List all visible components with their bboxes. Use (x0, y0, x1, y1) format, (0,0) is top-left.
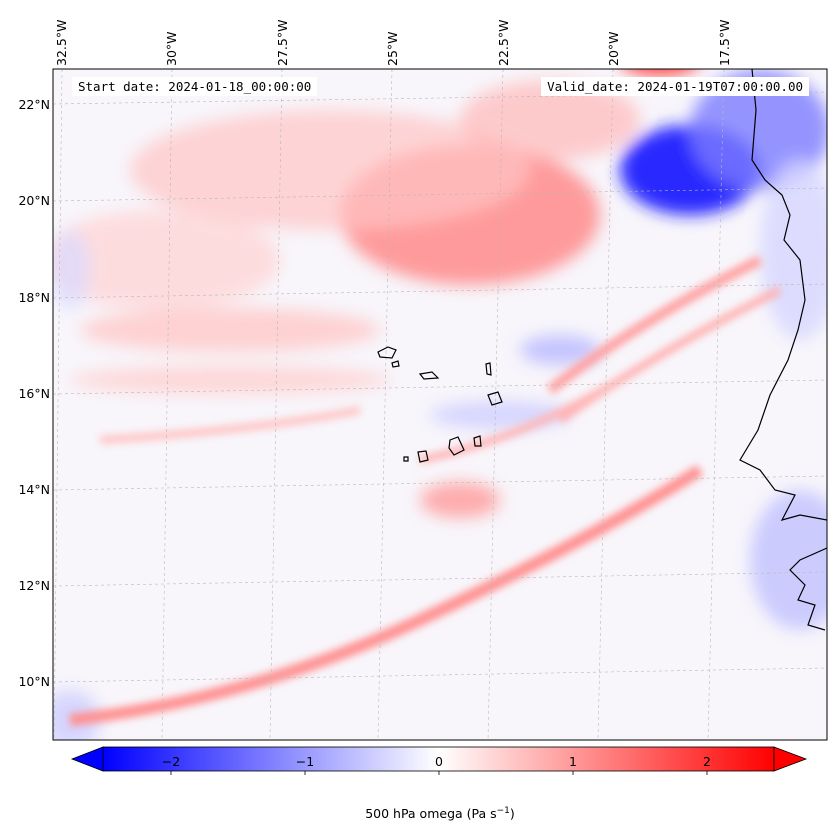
lat-label: 20°N (18, 193, 50, 208)
lon-label: 27.5°W (275, 19, 290, 66)
colorbar-tick-label: −2 (161, 754, 181, 769)
omega-bands (69, 255, 782, 726)
colorbar-tick-label: 0 (435, 754, 443, 769)
map-frame (52, 68, 828, 741)
colorbar-label: 500 hPa omega (Pa s−1) (365, 806, 515, 822)
africa-coastline (739, 69, 827, 631)
cape-verde-islands (377, 346, 503, 463)
lon-label: 22.5°W (496, 19, 511, 66)
lon-label: 25°W (385, 31, 400, 66)
valid-date-label: Valid_date: 2024-01-19T07:00:00.00 (541, 77, 809, 96)
lon-label: 32.5°W (54, 19, 69, 66)
colorbar-tick-label: 2 (703, 754, 711, 769)
lon-label: 20°W (606, 31, 621, 66)
colorbar-tick-label: −1 (295, 754, 315, 769)
omega-field (53, 69, 827, 740)
colorbar-tick-label: 1 (569, 754, 577, 769)
start-date-label: Start date: 2024-01-18_00:00:00 (72, 77, 318, 96)
lat-label: 22°N (18, 97, 50, 112)
lat-label: 16°N (18, 386, 50, 401)
lat-label: 18°N (18, 290, 50, 305)
lon-label: 17.5°W (717, 19, 732, 66)
lat-label: 12°N (18, 578, 50, 593)
lon-label: 30°W (164, 31, 179, 66)
lat-label: 10°N (18, 674, 50, 689)
lat-label: 14°N (18, 482, 50, 497)
colorbar (70, 746, 808, 775)
graticule (53, 69, 827, 740)
